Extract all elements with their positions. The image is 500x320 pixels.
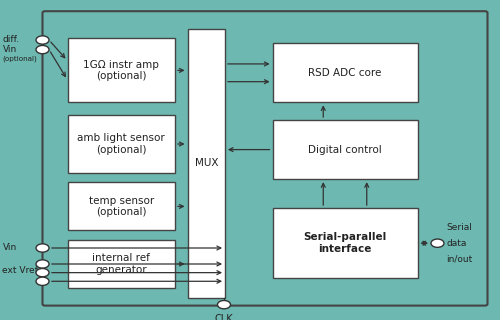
Text: amb light sensor
(optional): amb light sensor (optional) (78, 133, 165, 155)
Bar (272, 120, 418, 179)
Text: Serial-parallel
interface: Serial-parallel interface (304, 232, 386, 254)
Text: Serial: Serial (446, 223, 472, 232)
Text: Vin: Vin (2, 45, 17, 54)
Circle shape (36, 36, 49, 44)
Text: internal ref
generator: internal ref generator (92, 253, 150, 275)
Circle shape (36, 244, 49, 252)
Text: in/out: in/out (446, 255, 473, 264)
Circle shape (36, 260, 49, 268)
Bar (272, 43, 418, 102)
FancyBboxPatch shape (42, 11, 488, 306)
Bar (68, 240, 175, 288)
Text: (optional): (optional) (2, 56, 37, 62)
Circle shape (218, 300, 230, 309)
Bar (272, 208, 418, 278)
Circle shape (36, 277, 49, 285)
Bar (188, 29, 225, 298)
Text: temp sensor
(optional): temp sensor (optional) (88, 196, 154, 217)
Text: 1GΩ instr amp
(optional): 1GΩ instr amp (optional) (84, 60, 159, 81)
Circle shape (36, 45, 49, 54)
Text: CLK: CLK (214, 314, 234, 320)
Bar (68, 115, 175, 173)
Circle shape (431, 239, 444, 247)
Text: ext Vref: ext Vref (2, 266, 38, 275)
Text: Vin: Vin (2, 244, 17, 252)
Text: Digital control: Digital control (308, 145, 382, 155)
Text: MUX: MUX (194, 158, 218, 168)
Text: RSD ADC core: RSD ADC core (308, 68, 382, 78)
Bar (68, 38, 175, 102)
Text: data: data (446, 239, 467, 248)
Bar (68, 182, 175, 230)
Circle shape (36, 268, 49, 277)
Text: diff.: diff. (2, 36, 20, 44)
